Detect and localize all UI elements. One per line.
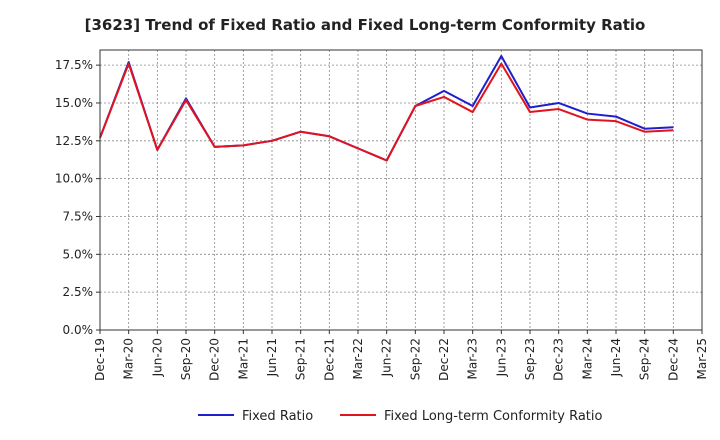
y-tick-label: 7.5% — [63, 209, 94, 223]
x-tick-label: Jun-24 — [609, 338, 623, 377]
y-tick-label: 17.5% — [55, 58, 93, 72]
x-axis: Dec-19 Mar-20 Jun-20 Sep-20 Dec-20 Mar-21 Jun-… — [93, 330, 709, 381]
x-tick-label: Mar-21 — [236, 338, 250, 379]
x-tick-label: Sep-24 — [638, 338, 652, 380]
y-tick-label: 10.0% — [55, 172, 93, 186]
x-tick-label: Mar-25 — [695, 338, 709, 379]
legend-label-fixed-long-term-conformity-ratio: Fixed Long-term Conformity Ratio — [384, 409, 603, 424]
x-tick-label: Dec-23 — [552, 338, 566, 381]
legend-label-fixed-ratio: Fixed Ratio — [242, 409, 313, 424]
x-tick-label: Sep-20 — [179, 338, 193, 380]
x-tick-label: Mar-24 — [580, 338, 594, 379]
x-tick-label: Sep-22 — [408, 338, 422, 380]
x-tick-label: Sep-23 — [523, 338, 537, 380]
x-tick-label: Dec-21 — [322, 338, 336, 381]
grid — [99, 50, 703, 331]
x-tick-label: Jun-20 — [150, 338, 164, 377]
y-tick-label: 0.0% — [63, 323, 94, 337]
x-tick-label: Mar-23 — [466, 338, 480, 379]
series-line-fixed-long-term-conformity-ratio — [99, 62, 674, 162]
y-tick-label: 15.0% — [55, 96, 93, 110]
x-tick-label: Jun-21 — [265, 338, 279, 377]
x-tick-label: Dec-24 — [666, 338, 680, 381]
legend: Fixed Ratio Fixed Long-term Conformity Ra… — [198, 409, 603, 424]
chart-title: [3623] Trend of Fixed Ratio and Fixed Lo… — [85, 16, 646, 34]
y-tick-label: 2.5% — [63, 285, 94, 299]
x-tick-label: Dec-19 — [93, 338, 107, 381]
x-tick-label: Dec-20 — [208, 338, 222, 381]
plot-area — [99, 55, 674, 162]
y-tick-label: 12.5% — [55, 134, 93, 148]
x-tick-label: Dec-22 — [437, 338, 451, 381]
x-tick-label: Sep-21 — [294, 338, 308, 380]
y-axis: 0.0% 2.5% 5.0% 7.5% 10.0% 12.5% 15.0% 17.5% — [55, 58, 100, 337]
plot-frame — [99, 49, 703, 331]
x-tick-label: Mar-20 — [122, 338, 136, 379]
x-tick-label: Jun-22 — [380, 338, 394, 377]
x-tick-label: Jun-23 — [494, 338, 508, 377]
y-tick-label: 5.0% — [63, 247, 94, 261]
x-tick-label: Mar-22 — [351, 338, 365, 379]
